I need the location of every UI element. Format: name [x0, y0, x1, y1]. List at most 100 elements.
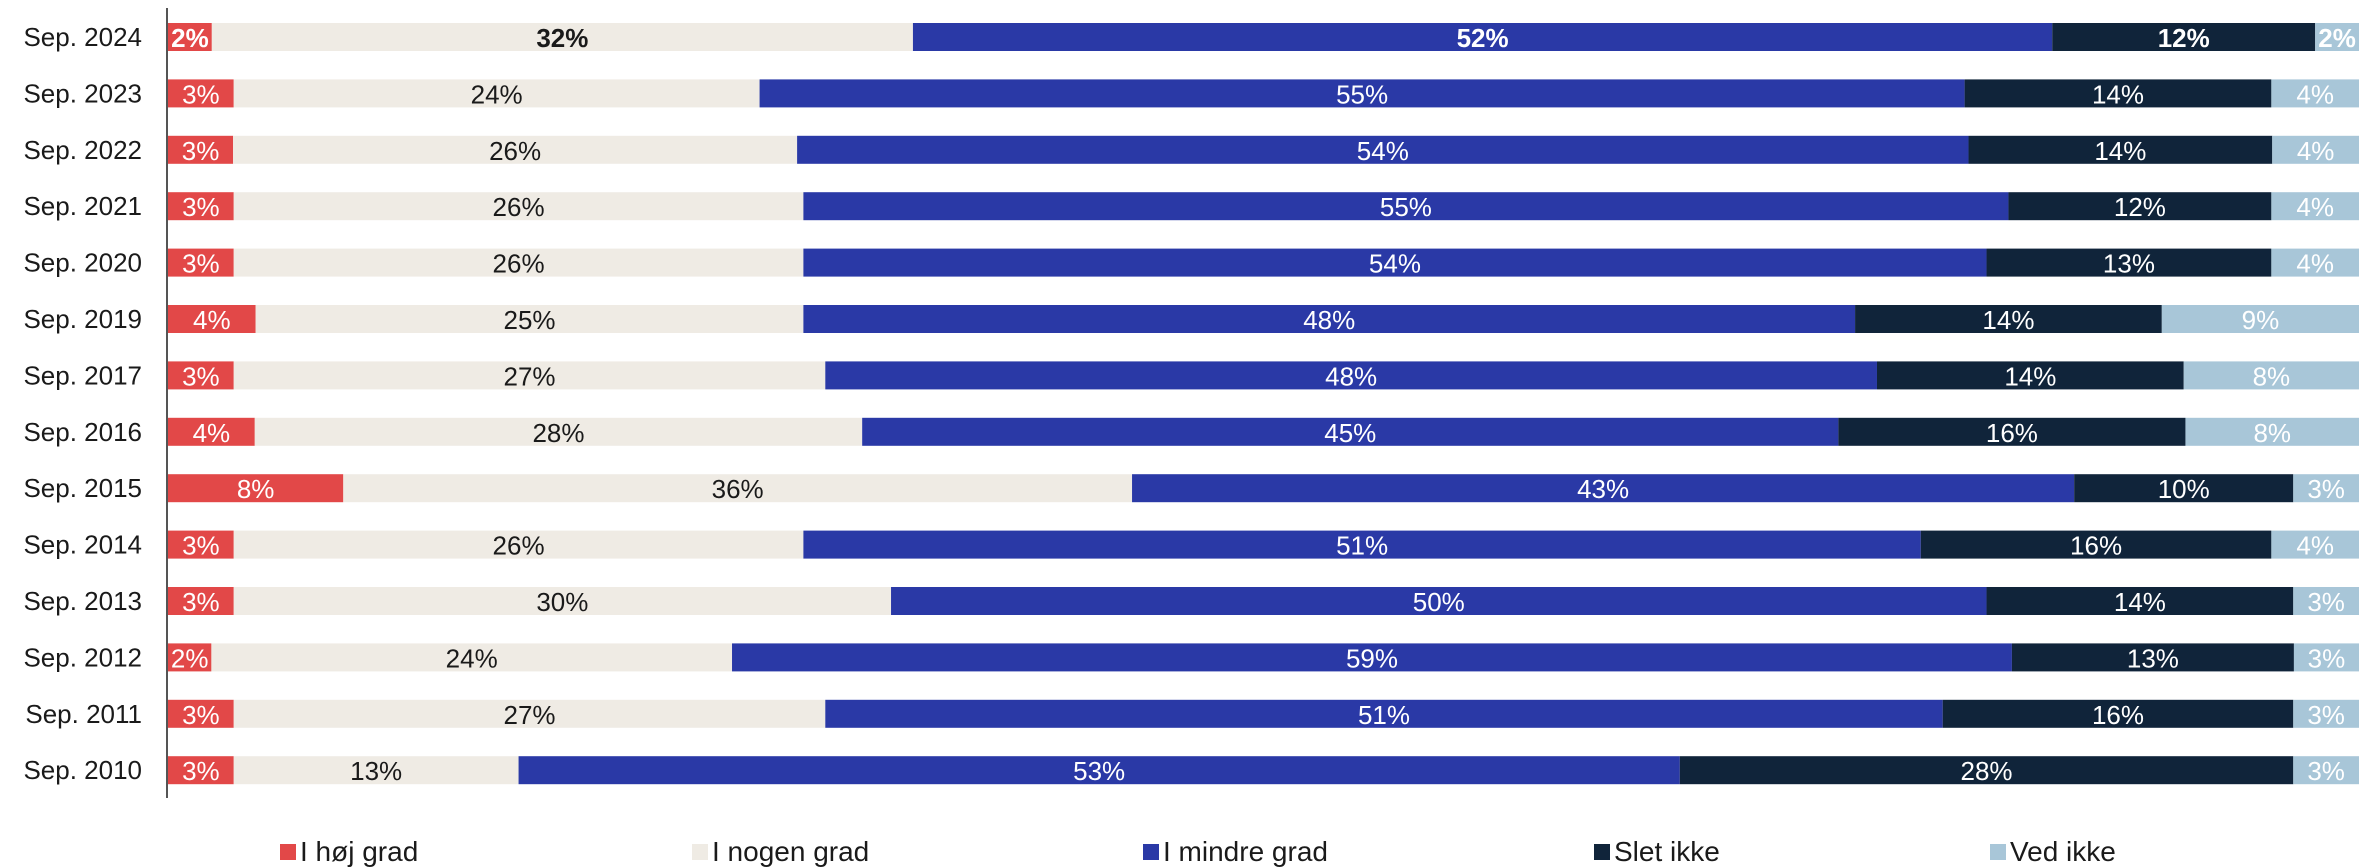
legend-label: I nogen grad — [712, 836, 870, 867]
bar-slet-ikke-sep-2023 — [1964, 79, 2272, 108]
data-label-i-h-j-grad-sep-2015: 8% — [237, 474, 275, 504]
bar-slet-ikke-sep-2011 — [1942, 699, 2294, 728]
data-label-slet-ikke-sep-2015: 10% — [2158, 474, 2210, 504]
data-label-i-nogen-grad-sep-2024: 32% — [536, 23, 588, 53]
bar-slet-ikke-sep-2015 — [2074, 474, 2294, 503]
bar-i-h-j-grad-sep-2024 — [168, 23, 212, 51]
data-label-slet-ikke-sep-2011: 16% — [2092, 700, 2144, 730]
data-label-slet-ikke-sep-2020: 13% — [2103, 249, 2155, 279]
data-label-slet-ikke-sep-2019: 14% — [1982, 305, 2034, 335]
category-labels-group: Sep. 2024 Sep. 2023 Sep. 2022 Sep. 2021 Sep.… — [23, 22, 142, 785]
data-label-i-h-j-grad-sep-2012: 2% — [171, 643, 209, 673]
data-label-ved-ikke-sep-2021: 4% — [2296, 192, 2334, 222]
legend-swatch — [1990, 844, 2006, 860]
data-label-i-mindre-grad-sep-2017: 48% — [1325, 361, 1377, 391]
bar-i-h-j-grad-sep-2023 — [168, 79, 234, 108]
data-label-i-nogen-grad-sep-2021: 26% — [493, 192, 545, 222]
bar-i-nogen-grad-sep-2016 — [254, 417, 863, 446]
bar-i-mindre-grad-sep-2017 — [825, 361, 1877, 390]
data-label-i-mindre-grad-sep-2012: 59% — [1346, 643, 1398, 673]
value-labels-group: 2% 32% 52% 12% 2% 3% 24% 55% 14% 4% 3% 26% 54% 14% 4% 3… — [171, 23, 2356, 786]
data-label-i-nogen-grad-sep-2012: 24% — [446, 643, 498, 673]
legend-item-i-nogen-grad: I nogen grad — [692, 836, 869, 868]
legend-label: I høj grad — [300, 836, 419, 867]
bar-ved-ikke-sep-2014 — [2271, 530, 2359, 559]
bar-i-mindre-grad-sep-2020 — [803, 248, 1987, 277]
chart-legend: I høj grad I nogen grad I mindre grad Slet … — [0, 836, 2359, 868]
data-label-i-mindre-grad-sep-2021: 55% — [1380, 192, 1432, 222]
bar-i-h-j-grad-sep-2021 — [168, 192, 234, 221]
legend-item-i-mindre-grad: I mindre grad — [1143, 836, 1328, 868]
data-label-ved-ikke-sep-2024: 2% — [2318, 23, 2356, 53]
bar-ved-ikke-sep-2015 — [2293, 474, 2359, 503]
data-label-slet-ikke-sep-2012: 13% — [2127, 643, 2179, 673]
bar-slet-ikke-sep-2016 — [1838, 417, 2186, 446]
data-label-i-h-j-grad-sep-2020: 3% — [182, 249, 220, 279]
data-label-slet-ikke-sep-2017: 14% — [2004, 361, 2056, 391]
data-label-i-nogen-grad-sep-2010: 13% — [350, 756, 402, 786]
data-label-i-mindre-grad-sep-2011: 51% — [1358, 700, 1410, 730]
bars-group — [168, 23, 2359, 785]
data-label-i-nogen-grad-sep-2017: 27% — [503, 361, 555, 391]
data-label-ved-ikke-sep-2017: 8% — [2253, 361, 2291, 391]
bar-i-h-j-grad-sep-2015 — [168, 474, 344, 503]
bar-slet-ikke-sep-2024 — [2052, 23, 2316, 51]
data-label-i-mindre-grad-sep-2024: 52% — [1457, 23, 1509, 53]
data-label-ved-ikke-sep-2019: 9% — [2242, 305, 2280, 335]
bar-slet-ikke-sep-2017 — [1876, 361, 2184, 390]
data-label-i-mindre-grad-sep-2019: 48% — [1303, 305, 1355, 335]
data-label-i-h-j-grad-sep-2017: 3% — [182, 361, 220, 391]
data-label-i-h-j-grad-sep-2022: 3% — [182, 136, 220, 166]
bar-i-nogen-grad-sep-2010 — [233, 756, 519, 785]
bar-i-nogen-grad-sep-2015 — [343, 474, 1133, 503]
data-label-ved-ikke-sep-2010: 3% — [2307, 756, 2345, 786]
bar-ved-ikke-sep-2024 — [2315, 23, 2359, 51]
bar-i-nogen-grad-sep-2012 — [211, 643, 733, 672]
data-label-i-nogen-grad-sep-2013: 30% — [536, 587, 588, 617]
bar-ved-ikke-sep-2022 — [2272, 135, 2359, 164]
bar-i-h-j-grad-sep-2020 — [168, 248, 234, 277]
data-label-ved-ikke-sep-2016: 8% — [2253, 418, 2291, 448]
stacked-bar-chart: 2% 32% 52% 12% 2% 3% 24% 55% 14% 4% 3% 26% 54% 14% 4% 3… — [23, 8, 2359, 798]
bar-i-mindre-grad-sep-2011 — [825, 699, 1943, 728]
category-label-sep-2013: Sep. 2013 — [23, 586, 142, 616]
bar-i-mindre-grad-sep-2010 — [518, 756, 1680, 785]
data-label-slet-ikke-sep-2023: 14% — [2092, 79, 2144, 109]
data-label-i-mindre-grad-sep-2016: 45% — [1324, 418, 1376, 448]
bar-slet-ikke-sep-2014 — [1920, 530, 2272, 559]
bar-i-nogen-grad-sep-2013 — [233, 587, 892, 615]
bar-i-mindre-grad-sep-2013 — [891, 587, 1987, 615]
data-label-slet-ikke-sep-2022: 14% — [2094, 136, 2146, 166]
bar-slet-ikke-sep-2022 — [1968, 135, 2273, 164]
category-label-sep-2011: Sep. 2011 — [25, 699, 142, 729]
data-label-i-h-j-grad-sep-2019: 4% — [193, 305, 231, 335]
category-label-sep-2016: Sep. 2016 — [23, 417, 142, 447]
data-label-ved-ikke-sep-2011: 3% — [2307, 700, 2345, 730]
bar-i-nogen-grad-sep-2021 — [233, 192, 804, 221]
legend-label: I mindre grad — [1163, 836, 1328, 867]
bar-i-nogen-grad-sep-2022 — [233, 135, 798, 164]
bar-i-h-j-grad-sep-2014 — [168, 530, 234, 559]
data-label-i-h-j-grad-sep-2014: 3% — [182, 531, 220, 561]
bar-i-nogen-grad-sep-2024 — [211, 23, 913, 51]
data-label-ved-ikke-sep-2020: 4% — [2296, 249, 2334, 279]
bar-i-mindre-grad-sep-2014 — [803, 530, 1921, 559]
legend-label: Slet ikke — [1614, 836, 1720, 867]
category-label-sep-2010: Sep. 2010 — [23, 755, 142, 785]
category-label-sep-2022: Sep. 2022 — [23, 135, 142, 165]
category-label-sep-2019: Sep. 2019 — [23, 304, 142, 334]
bar-i-h-j-grad-sep-2017 — [168, 361, 234, 390]
bar-i-mindre-grad-sep-2012 — [732, 643, 2012, 672]
data-label-i-nogen-grad-sep-2020: 26% — [493, 249, 545, 279]
bar-i-h-j-grad-sep-2013 — [168, 587, 234, 615]
bar-ved-ikke-sep-2011 — [2293, 699, 2359, 728]
data-label-i-nogen-grad-sep-2022: 26% — [489, 136, 541, 166]
data-label-slet-ikke-sep-2014: 16% — [2070, 531, 2122, 561]
data-label-i-h-j-grad-sep-2011: 3% — [182, 700, 220, 730]
data-label-slet-ikke-sep-2013: 14% — [2114, 587, 2166, 617]
data-label-slet-ikke-sep-2024: 12% — [2158, 23, 2210, 53]
data-label-ved-ikke-sep-2013: 3% — [2307, 587, 2345, 617]
bar-i-mindre-grad-sep-2023 — [759, 79, 1965, 108]
bar-i-h-j-grad-sep-2016 — [168, 417, 255, 446]
data-label-i-nogen-grad-sep-2011: 27% — [503, 700, 555, 730]
